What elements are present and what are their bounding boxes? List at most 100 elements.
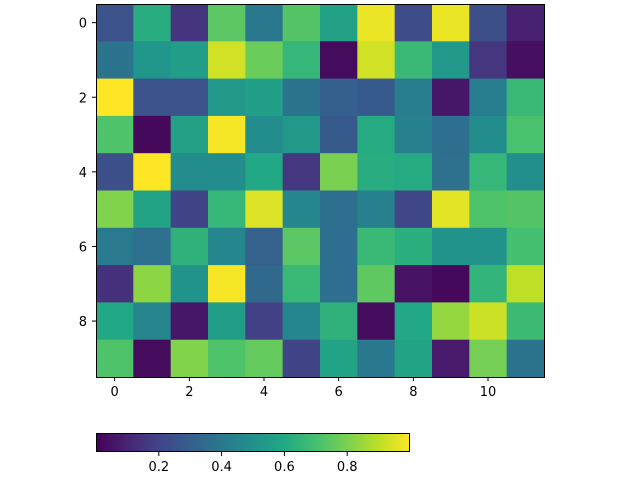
- heatmap-cell: [133, 41, 172, 80]
- heatmap-cell: [469, 302, 508, 341]
- heatmap-cell: [96, 78, 134, 117]
- heatmap-cell: [394, 227, 433, 266]
- heatmap-cell: [282, 4, 321, 42]
- heatmap-cell: [469, 4, 508, 42]
- heatmap-cell: [170, 115, 209, 154]
- heatmap-cell: [357, 78, 396, 117]
- heatmap-cell: [320, 265, 358, 303]
- heatmap-cell: [320, 302, 358, 341]
- heatmap-cell: [469, 265, 508, 303]
- heatmap-cell: [282, 339, 321, 378]
- heatmap-cell: [133, 78, 172, 117]
- heatmap-cell: [282, 153, 321, 191]
- heatmap-cell: [96, 265, 134, 303]
- heatmap-cell: [133, 190, 172, 229]
- heatmap-cell: [96, 227, 134, 266]
- heatmap-cell: [133, 265, 172, 303]
- y-axis: 0 2 4 6 8: [79, 17, 96, 330]
- heatmap-cell: [133, 4, 172, 42]
- colorbar-ticks: 0.2 0.4 0.6 0.8: [148, 452, 358, 475]
- x-axis: 0 2 4 6 8 10: [111, 377, 497, 400]
- heatmap-cell: [469, 41, 508, 80]
- heatmap-cell: [133, 302, 172, 341]
- heatmap-cell: [245, 227, 284, 266]
- heatmap-cell: [394, 190, 433, 229]
- heatmap-cell: [469, 227, 508, 266]
- heatmap-cell: [96, 4, 134, 42]
- heatmap-cell: [208, 4, 246, 42]
- heatmap-cell: [208, 302, 246, 341]
- heatmap-cell: [506, 41, 545, 80]
- heatmap-cell: [432, 265, 470, 303]
- heatmap-cell: [320, 78, 358, 117]
- heatmap-cell: [282, 78, 321, 117]
- heatmap-cell: [432, 41, 470, 80]
- heatmap-cell: [170, 4, 209, 42]
- heatmap-cell: [432, 4, 470, 42]
- heatmap-cell: [320, 339, 358, 378]
- heatmap-cell: [469, 78, 508, 117]
- heatmap-cell: [208, 265, 246, 303]
- x-tick-label: 8: [409, 385, 417, 400]
- y-tick-label: 4: [79, 166, 87, 181]
- heatmap-cell: [357, 190, 396, 229]
- heatmap-cell: [394, 78, 433, 117]
- heatmap-cell: [394, 302, 433, 341]
- heatmap-cell: [432, 339, 470, 378]
- heatmap-cell: [245, 4, 284, 42]
- heatmap-cell: [469, 153, 508, 191]
- heatmap-cell: [208, 227, 246, 266]
- heatmap-cell: [394, 115, 433, 154]
- heatmap-cell: [357, 227, 396, 266]
- colorbar-tick-label: 0.4: [211, 460, 232, 475]
- heatmap-cell: [170, 78, 209, 117]
- heatmap-cell: [96, 153, 134, 191]
- heatmap-cell: [96, 339, 134, 378]
- heatmap-cell: [208, 78, 246, 117]
- plot-frame: [96, 4, 545, 378]
- heatmap-cell: [208, 153, 246, 191]
- heatmap-cell: [282, 227, 321, 266]
- colorbar: 0.2 0.4 0.6 0.8: [96, 433, 410, 475]
- heatmap-cell: [170, 302, 209, 341]
- heatmap-cell: [506, 153, 545, 191]
- heatmap-cell: [282, 41, 321, 80]
- heatmap-cell: [432, 78, 470, 117]
- heatmap-cell: [357, 4, 396, 42]
- heatmap-cell: [170, 190, 209, 229]
- heatmap-cell: [96, 190, 134, 229]
- heatmap-cell: [245, 339, 284, 378]
- heatmap-cell: [394, 265, 433, 303]
- heatmap-cell: [357, 115, 396, 154]
- heatmap-cell: [506, 265, 545, 303]
- heatmap-cell: [245, 302, 284, 341]
- heatmap-cell: [320, 227, 358, 266]
- heatmap-cell: [506, 227, 545, 266]
- heatmap-cell: [357, 302, 396, 341]
- heatmap-cell: [506, 190, 545, 229]
- x-tick-label: 2: [185, 385, 193, 400]
- heatmap-cell: [357, 265, 396, 303]
- heatmap-cell: [432, 190, 470, 229]
- heatmap-cell: [506, 339, 545, 378]
- heatmap-cell: [432, 227, 470, 266]
- heatmap-cell: [170, 339, 209, 378]
- colorbar-tick-label: 0.6: [274, 460, 295, 475]
- heatmap-cell: [394, 153, 433, 191]
- heatmap-cell: [432, 115, 470, 154]
- heatmap-cell: [245, 190, 284, 229]
- heatmap-cell: [357, 153, 396, 191]
- x-tick-label: 0: [111, 385, 119, 400]
- heatmap-cell: [96, 115, 134, 154]
- heatmap-cell: [320, 153, 358, 191]
- y-tick-label: 8: [79, 315, 87, 330]
- colorbar-tick-label: 0.8: [337, 460, 358, 475]
- heatmap-cell: [208, 115, 246, 154]
- heatmap-cell: [170, 265, 209, 303]
- heatmap-cell: [432, 153, 470, 191]
- heatmap-cell: [170, 227, 209, 266]
- heatmap-cell: [282, 302, 321, 341]
- heatmap-cell: [133, 339, 172, 378]
- x-tick-label: 10: [480, 385, 497, 400]
